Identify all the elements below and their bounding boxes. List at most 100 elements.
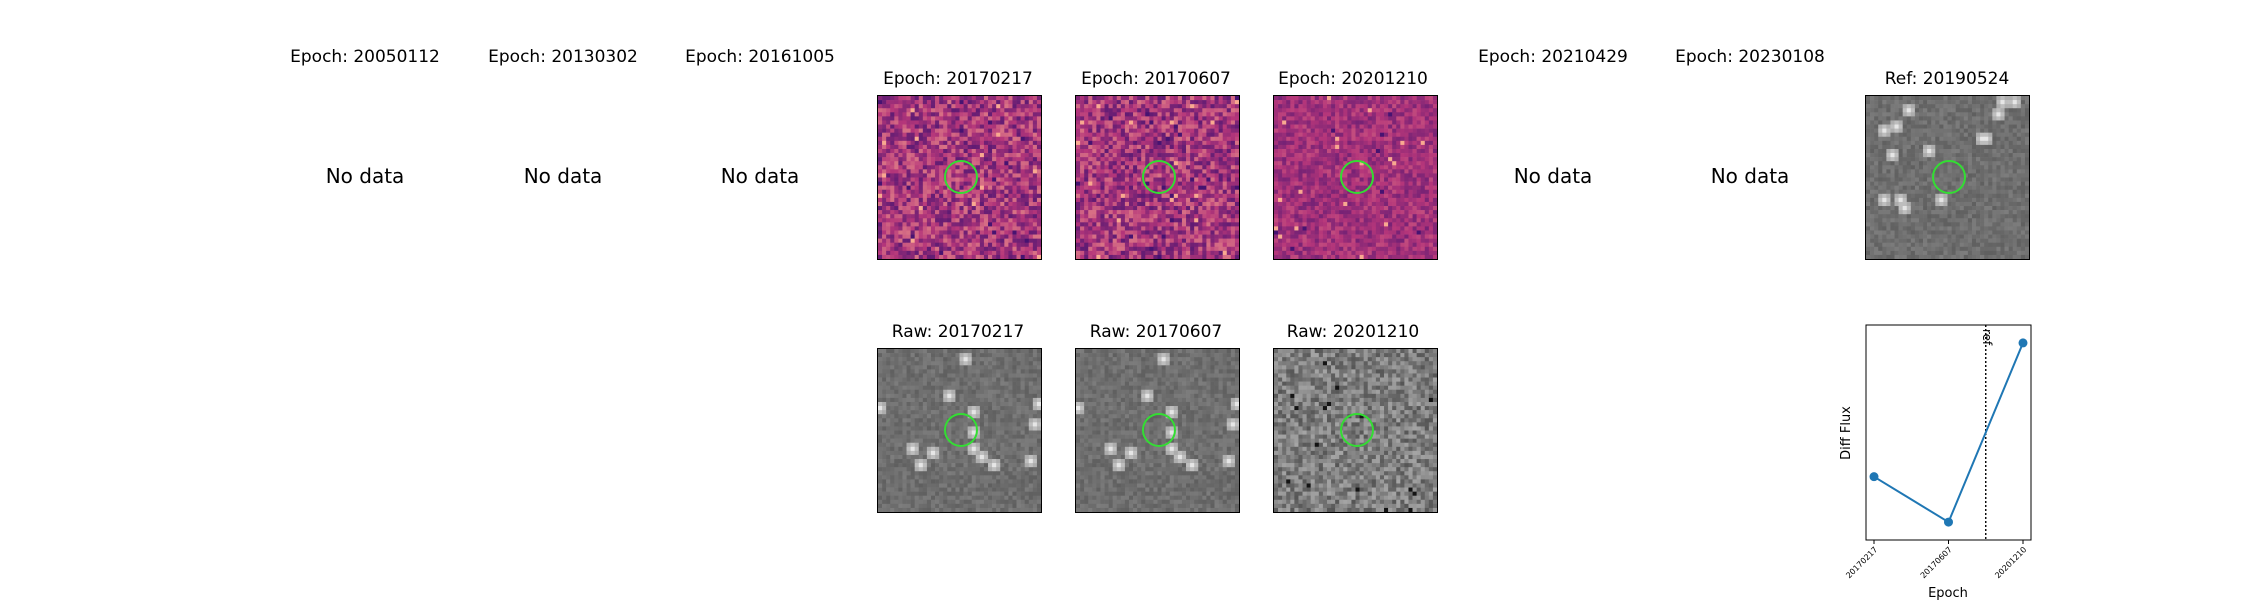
image-pixel	[1234, 177, 1239, 182]
image-pixel	[1024, 214, 1030, 219]
image-pixel	[2008, 108, 2014, 113]
image-pixel	[906, 218, 911, 223]
image-pixel	[1165, 157, 1171, 162]
image-pixel	[1096, 234, 1101, 239]
image-pixel	[1194, 254, 1199, 259]
image-pixel	[1000, 153, 1005, 158]
image-pixel	[1298, 206, 1303, 211]
image-pixel	[930, 230, 936, 235]
image-pixel	[1108, 165, 1113, 170]
image-pixel	[878, 242, 883, 248]
image-pixel	[1133, 108, 1138, 113]
image-pixel	[1181, 201, 1187, 207]
image-pixel	[1149, 222, 1154, 227]
image-pixel	[975, 250, 981, 256]
image-pixel	[1420, 177, 1426, 182]
image-pixel	[1120, 201, 1126, 207]
image-pixel	[1408, 242, 1413, 248]
image-pixel	[1379, 96, 1385, 101]
image-pixel	[1343, 116, 1348, 121]
image-pixel	[1080, 218, 1085, 223]
image-pixel	[1198, 246, 1203, 252]
image-pixel	[1036, 189, 1041, 195]
image-pixel	[1290, 157, 1295, 162]
image-pixel	[894, 234, 899, 239]
image-pixel	[1202, 222, 1207, 227]
image-pixel	[1282, 197, 1287, 203]
image-pixel	[1120, 128, 1126, 133]
image-pixel	[1363, 201, 1369, 207]
image-pixel	[1202, 120, 1207, 125]
image-pixel	[967, 128, 973, 133]
image-pixel	[1339, 148, 1344, 154]
image-pixel	[1190, 177, 1195, 182]
image-pixel	[992, 120, 997, 125]
image-pixel	[1124, 189, 1130, 195]
image-pixel	[1408, 181, 1413, 186]
image-pixel	[1318, 193, 1324, 199]
image-pixel	[1310, 120, 1316, 125]
image-pixel	[1008, 214, 1013, 219]
image-pixel	[926, 214, 932, 219]
image-pixel	[996, 226, 1001, 231]
image-pixel	[1177, 210, 1183, 215]
image-pixel	[910, 116, 915, 121]
image-pixel	[1080, 214, 1085, 219]
image-pixel	[1177, 108, 1183, 113]
image-pixel	[1226, 136, 1232, 142]
image-pixel	[1298, 124, 1303, 129]
image-pixel	[1420, 210, 1426, 215]
image-pixel	[1359, 254, 1364, 259]
image-pixel	[1347, 206, 1352, 211]
image-pixel	[1088, 230, 1093, 235]
image-pixel	[1343, 189, 1348, 195]
image-pixel	[1404, 189, 1409, 195]
image-pixel	[1206, 201, 1211, 207]
image-pixel	[1076, 165, 1081, 170]
image-pixel	[1298, 112, 1303, 117]
image-pixel	[1020, 181, 1026, 186]
image-pixel	[902, 104, 907, 109]
image-pixel	[918, 140, 924, 146]
image-pixel	[1080, 161, 1085, 166]
image-pixel	[926, 185, 932, 191]
image-pixel	[1120, 124, 1126, 129]
image-pixel	[1214, 148, 1219, 154]
image-pixel	[1149, 206, 1154, 211]
image-pixel	[1133, 144, 1138, 150]
image-pixel	[1100, 144, 1105, 150]
image-pixel	[1282, 136, 1287, 142]
image-pixel	[1339, 161, 1344, 166]
image-pixel	[1359, 234, 1364, 239]
image-pixel	[1194, 120, 1199, 125]
image-pixel	[1331, 230, 1336, 235]
image-pixel	[1092, 242, 1097, 248]
image-pixel	[1169, 128, 1175, 133]
image-pixel	[1008, 136, 1013, 142]
image-pixel	[1412, 112, 1417, 117]
image-pixel	[1165, 226, 1171, 231]
image-pixel	[1186, 234, 1191, 239]
image-pixel	[1408, 222, 1413, 227]
image-pixel	[1302, 214, 1307, 219]
image-pixel	[890, 116, 895, 121]
image-pixel	[1343, 124, 1348, 129]
image-pixel	[1149, 140, 1154, 146]
image-pixel	[910, 234, 915, 239]
image-pixel	[910, 206, 915, 211]
image-pixel	[959, 177, 964, 182]
image-pixel	[959, 226, 964, 231]
image-pixel	[1388, 96, 1393, 101]
image-pixel	[922, 140, 928, 146]
image-pixel	[1894, 104, 1899, 109]
image-pixel	[1314, 254, 1320, 259]
image-pixel	[967, 181, 973, 186]
image-pixel	[1432, 116, 1437, 121]
image-pixel	[1214, 201, 1219, 207]
image-pixel	[1028, 222, 1034, 227]
image-pixel	[906, 250, 911, 256]
image-pixel	[1108, 250, 1113, 256]
image-pixel	[1384, 120, 1389, 125]
image-pixel	[1096, 148, 1101, 154]
image-pixel	[1088, 197, 1093, 203]
